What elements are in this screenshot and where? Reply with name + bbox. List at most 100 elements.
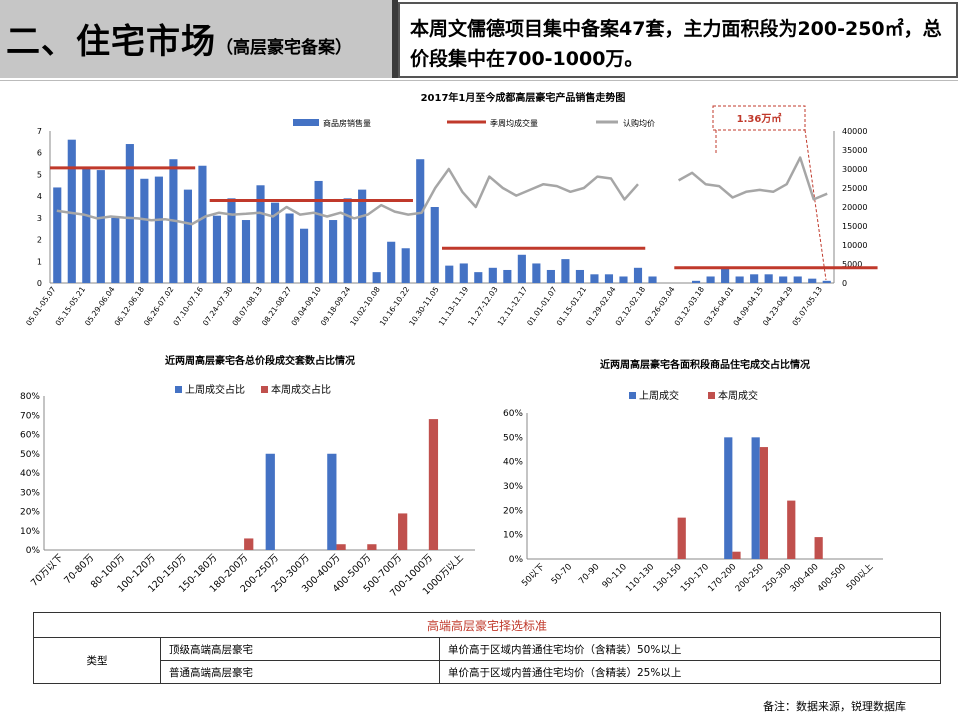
- chart-title: 近两周高层豪宅各总价段成交套数占比情况: [165, 354, 355, 367]
- x-tick-label: 07.10-07.16: [171, 285, 205, 328]
- segment-bar: [787, 500, 796, 559]
- segment-bar: [814, 537, 823, 559]
- type-label: 类型: [33, 637, 161, 684]
- x-tick-label: 02.12-02.18: [614, 285, 648, 328]
- table-title-row: 高端高层豪宅择选标准: [33, 612, 941, 638]
- y-left-tick-label: 6: [37, 149, 42, 158]
- sales-bar: [300, 228, 309, 283]
- footnote: 备注：数据来源，锐理数据库: [763, 700, 906, 713]
- x-tick-label: 05.01-05.07: [24, 285, 58, 328]
- y-tick-label: 10%: [20, 527, 40, 537]
- y-tick-label: 60%: [503, 409, 523, 419]
- sales-bar: [96, 170, 105, 283]
- x-tick-label: 200-250: [734, 562, 766, 594]
- x-tick-label: 11.13-11.19: [437, 285, 471, 328]
- x-tick-label: 10.16-10.22: [378, 285, 412, 328]
- x-tick-label: 11.27-12.03: [466, 285, 500, 328]
- row-name: 顶级高端高层豪宅: [160, 637, 440, 661]
- callout: 1.36万㎡: [712, 105, 827, 281]
- table-title: 高端高层豪宅择选标准: [33, 612, 941, 638]
- x-tick-label: 150-170: [679, 562, 711, 594]
- y-left-tick-label: 0: [37, 279, 42, 288]
- sales-bar: [111, 217, 120, 283]
- y-tick-label: 10%: [503, 531, 523, 541]
- x-tick-label: 03.12-03.18: [672, 285, 706, 328]
- sales-bar: [459, 263, 468, 283]
- legend-swatch-last-week: [629, 392, 636, 399]
- sales-bar: [227, 198, 236, 283]
- page-title: 二、住宅市场（高层豪宅备案）: [6, 14, 352, 63]
- y-tick-label: 20%: [503, 506, 523, 516]
- row-rule: 单价高于区域内普通住宅均价（含精装）25%以上: [439, 660, 941, 684]
- sales-bar: [692, 280, 701, 283]
- sales-bar: [212, 215, 222, 283]
- x-tick-label: 05.29-06.04: [83, 285, 117, 328]
- sales-trend-chart: 2017年1月至今成都高层豪宅产品销售走势图 商品房销售量 季周均成交量 认购均…: [24, 91, 878, 328]
- sales-bar: [241, 220, 251, 283]
- y-right-tick-label: 30000: [842, 165, 867, 174]
- segment-bar: [244, 538, 254, 550]
- sales-bar: [575, 269, 584, 283]
- y-tick-label: 30%: [503, 482, 523, 492]
- y-right-tick-label: 25000: [842, 184, 867, 193]
- row-name: 普通高端高层豪宅: [160, 660, 440, 684]
- sales-bar: [445, 265, 454, 283]
- avg-price-line: [677, 156, 828, 201]
- segment-bar: [367, 544, 377, 550]
- y-tick-label: 30%: [20, 488, 40, 498]
- sales-bar: [779, 276, 788, 283]
- sales-bar: [256, 185, 265, 283]
- callout-text: 1.36万㎡: [737, 112, 782, 125]
- sales-bar: [474, 272, 483, 283]
- y-tick-label: 40%: [20, 469, 40, 479]
- x-tick-label: 130-150: [652, 562, 684, 594]
- x-tick-label: 05.07-05.13: [790, 285, 824, 328]
- segment-bar: [677, 517, 686, 559]
- y-right-tick-label: 35000: [842, 146, 867, 155]
- legend-label-last-week: 上周成交: [639, 389, 679, 402]
- x-tick-label: 400-500: [816, 562, 848, 594]
- segment-bar: [398, 513, 408, 550]
- segment-bar: [724, 437, 733, 559]
- sales-bar: [517, 254, 526, 283]
- header-divider: [392, 0, 398, 78]
- x-tick-label: 03.26-04.01: [702, 285, 736, 328]
- sales-bar: [706, 276, 715, 283]
- summary-text: 本周文儒德项目集中备案47套，主力面积段为200-250㎡，总价段集中在700-…: [410, 18, 942, 70]
- x-tick-label: 05.15-05.21: [54, 285, 88, 328]
- x-tick-label: 02.26-03.04: [643, 285, 677, 328]
- sales-bar: [546, 269, 555, 283]
- summary-box: 本周文儒德项目集中备案47套，主力面积段为200-250㎡，总价段集中在700-…: [398, 2, 958, 78]
- y-left-tick-label: 3: [37, 214, 42, 223]
- chart-title: 近两周高层豪宅各面积段商品住宅成交占比情况: [600, 358, 810, 371]
- page-title-text: 二、住宅市场: [6, 22, 216, 62]
- y-right-tick-label: 0: [842, 279, 847, 288]
- x-tick-label: 10.30-11.05: [407, 285, 441, 328]
- legend-swatch-this-week: [261, 386, 268, 393]
- sales-bar: [67, 139, 76, 283]
- sales-bar: [416, 159, 425, 283]
- sales-bar: [140, 178, 149, 283]
- sales-bar: [401, 248, 410, 283]
- header-underline: [0, 80, 958, 81]
- sales-bar: [503, 269, 512, 283]
- x-tick-label: 170-200: [706, 562, 738, 594]
- sales-bar: [750, 274, 759, 283]
- x-tick-label: 01.01-01.07: [525, 285, 559, 328]
- x-tick-label: 07.24-07.30: [201, 285, 235, 328]
- y-left-tick-label: 2: [37, 236, 42, 245]
- y-tick-label: 50%: [503, 433, 523, 443]
- sales-bar: [285, 213, 294, 283]
- x-tick-label: 110-130: [624, 562, 656, 594]
- sales-bar: [808, 278, 817, 283]
- criteria-table: 高端高层豪宅择选标准 类型 顶级高端高层豪宅 单价高于区域内普通住宅均价（含精装…: [33, 612, 941, 684]
- sales-bar: [125, 144, 134, 283]
- sales-bar: [619, 276, 628, 283]
- y-right-tick-label: 40000: [842, 127, 867, 136]
- sales-bar: [561, 259, 570, 283]
- x-tick-label: 50以下: [520, 562, 547, 589]
- sales-bar: [154, 176, 163, 283]
- legend-swatch-this-week: [708, 392, 715, 399]
- x-tick-label: 09.04-09.10: [289, 285, 323, 328]
- x-tick-label: 04.23-04.29: [761, 285, 795, 328]
